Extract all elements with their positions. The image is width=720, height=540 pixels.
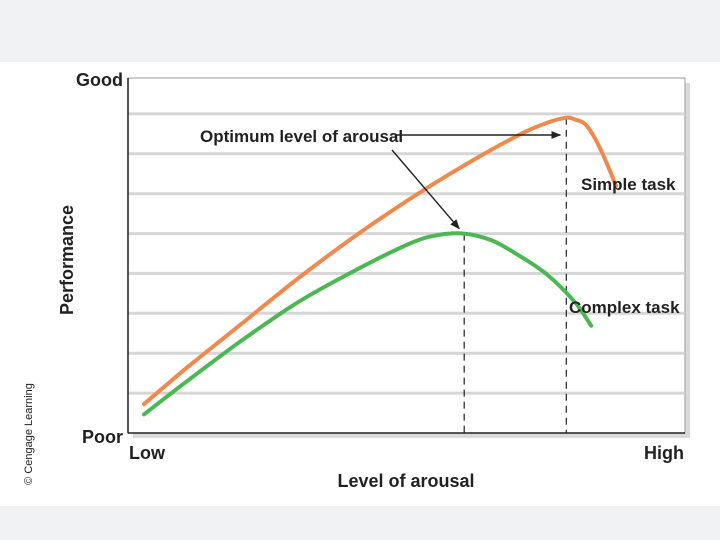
y-tick-good: Good	[76, 70, 123, 90]
x-tick-high: High	[644, 443, 684, 463]
x-tick-low: Low	[129, 443, 166, 463]
annotation-arrows	[391, 131, 562, 230]
y-tick-poor: Poor	[82, 427, 123, 447]
slide-panel: Good Poor Low High Level of arousal Perf…	[0, 62, 720, 506]
annotation-optimum-label: Optimum level of arousal	[200, 127, 403, 146]
optimum-guides	[463, 117, 567, 433]
credit-text: © Cengage Learning	[23, 383, 35, 485]
series-label-complex-task: Complex task	[569, 298, 680, 317]
series-line-complex-task	[142, 231, 594, 417]
series-line-simple-task	[142, 115, 618, 407]
series-lines	[142, 115, 618, 417]
series-label-simple-task: Simple task	[581, 175, 676, 194]
arousal-performance-chart: Good Poor Low High Level of arousal Perf…	[23, 70, 690, 491]
x-axis-title: Level of arousal	[337, 471, 474, 491]
annotation-arrow-complex	[391, 149, 460, 230]
gridlines	[128, 112, 685, 395]
y-axis-title: Performance	[57, 205, 77, 315]
